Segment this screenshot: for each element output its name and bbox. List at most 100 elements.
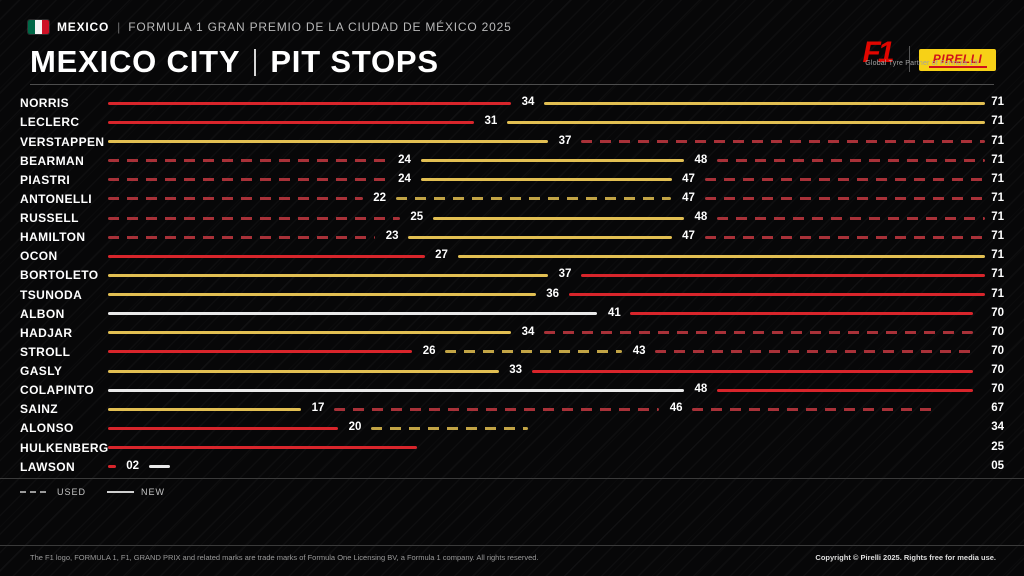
stint-medium-new (108, 293, 536, 296)
stint-hard-new (108, 312, 598, 316)
total-laps-label: 71 (991, 153, 1004, 166)
pit-lap-label: 24 (398, 172, 411, 185)
stint-soft-used (704, 235, 985, 239)
stint-soft-new (108, 446, 417, 449)
stint-medium-new (108, 140, 548, 143)
total-laps-label: 67 (991, 402, 1004, 415)
total-laps-label: 34 (991, 421, 1004, 434)
pit-lap-label: 24 (398, 153, 411, 166)
pit-lap-label: 48 (694, 211, 708, 223)
stint-soft-used (334, 407, 660, 411)
total-laps-label: 70 (991, 306, 1004, 319)
f1-logo: F1 (862, 36, 894, 69)
pit-lap-label: 34 (521, 96, 535, 109)
page-title-right: PIT STOPS (270, 44, 439, 79)
stint-medium-new (108, 407, 301, 411)
total-laps-label: 71 (991, 191, 1004, 204)
line-style-legend: USED NEW (20, 487, 165, 497)
pit-lap-label: 36 (546, 287, 560, 300)
stint-medium-new (432, 216, 684, 220)
pit-lap-label: 46 (669, 402, 683, 415)
stint-medium-new (420, 178, 672, 182)
stint-medium-new (108, 331, 511, 335)
total-laps-label: 70 (991, 325, 1004, 338)
driver-label: COLAPINTO (20, 383, 95, 398)
stint-medium-new (506, 120, 985, 124)
total-laps-label: 05 (991, 459, 1004, 472)
stint-soft-used (704, 178, 985, 182)
total-laps-label: 71 (991, 211, 1004, 223)
driver-label: OCON (20, 249, 58, 264)
total-laps-label: 71 (991, 115, 1004, 128)
stint-soft-new (108, 101, 511, 105)
stint-soft-new (108, 254, 425, 258)
stint-soft-used (108, 216, 400, 220)
stint-soft-new (531, 369, 973, 373)
driver-label: RUSSELL (20, 211, 79, 225)
stint-soft-new (716, 388, 973, 392)
new-line-sample (107, 491, 135, 493)
driver-label: VERSTAPPEN (20, 134, 105, 149)
driver-label: LECLERC (20, 115, 80, 130)
total-laps-label: 25 (991, 440, 1004, 453)
stint-soft-used (108, 159, 388, 163)
stint-soft-used (704, 197, 985, 201)
event-name: FORMULA 1 GRAN PREMIO DE LA CIUDAD DE MÉ… (128, 20, 512, 34)
stint-medium-new (108, 273, 548, 277)
driver-label: SAINZ (20, 402, 58, 417)
driver-label: HULKENBERG (20, 440, 109, 455)
pirelli-logo: PIRELLI (919, 49, 996, 71)
total-laps-label: 71 (991, 249, 1004, 262)
footer-legal-text: The F1 logo, FORMULA 1, F1, GRAND PRIX a… (30, 553, 539, 562)
stint-soft-used (692, 407, 936, 411)
total-laps-label: 71 (991, 230, 1004, 243)
stint-soft-new (581, 273, 985, 277)
stint-medium-used (445, 350, 623, 354)
driver-label: PIASTRI (20, 172, 71, 187)
title-divider (254, 48, 257, 76)
driver-label: HADJAR (20, 325, 73, 340)
event-separator: | (117, 20, 121, 34)
driver-label: LAWSON (20, 459, 76, 474)
pirelli-underline (928, 65, 987, 68)
pit-lap-label: 20 (348, 421, 362, 434)
pirelli-wordmark: PIRELLI (932, 51, 983, 66)
stint-medium-new (457, 254, 985, 258)
pit-lap-label: 31 (484, 115, 498, 128)
driver-label: GASLY (20, 364, 63, 378)
driver-label: ANTONELLI (20, 191, 93, 206)
pit-lap-label: 25 (410, 211, 424, 223)
pit-lap-label: 23 (385, 230, 399, 243)
stint-soft-new (108, 426, 338, 430)
total-laps-label: 71 (991, 268, 1004, 281)
pit-lap-label: 34 (521, 325, 535, 338)
pit-lap-label: 37 (558, 134, 572, 147)
stint-soft-used (716, 216, 985, 220)
stint-hard-new (148, 465, 170, 469)
pit-lap-label: 47 (682, 191, 695, 204)
driver-label: HAMILTON (20, 230, 86, 245)
driver-label: NORRIS (20, 96, 70, 111)
pit-lap-label: 37 (558, 268, 572, 281)
driver-label: STROLL (20, 344, 71, 359)
stint-medium-new (420, 159, 684, 163)
page-title: MEXICO CITY PIT STOPS (30, 44, 439, 80)
pit-lap-label: 26 (422, 344, 436, 357)
total-laps-label: 70 (991, 383, 1004, 396)
total-laps-label: 70 (991, 364, 1004, 376)
driver-label: ALBON (20, 306, 65, 321)
stint-soft-new (108, 350, 413, 354)
mexico-flag-icon (28, 20, 49, 34)
stint-medium-new (108, 369, 499, 373)
logo-divider (909, 46, 910, 72)
total-laps-label: 71 (991, 134, 1004, 147)
pirelli-partner-text: Global Tyre Partner of Formula 1® (865, 60, 979, 67)
driver-label: TSUNODA (20, 287, 83, 302)
pit-lap-label: 02 (126, 459, 140, 472)
driver-label: ALONSO (20, 421, 74, 436)
stint-hard-new (108, 388, 684, 392)
driver-label: BEARMAN (20, 153, 85, 168)
total-laps-label: 71 (991, 172, 1004, 185)
stint-soft-used (108, 235, 376, 239)
